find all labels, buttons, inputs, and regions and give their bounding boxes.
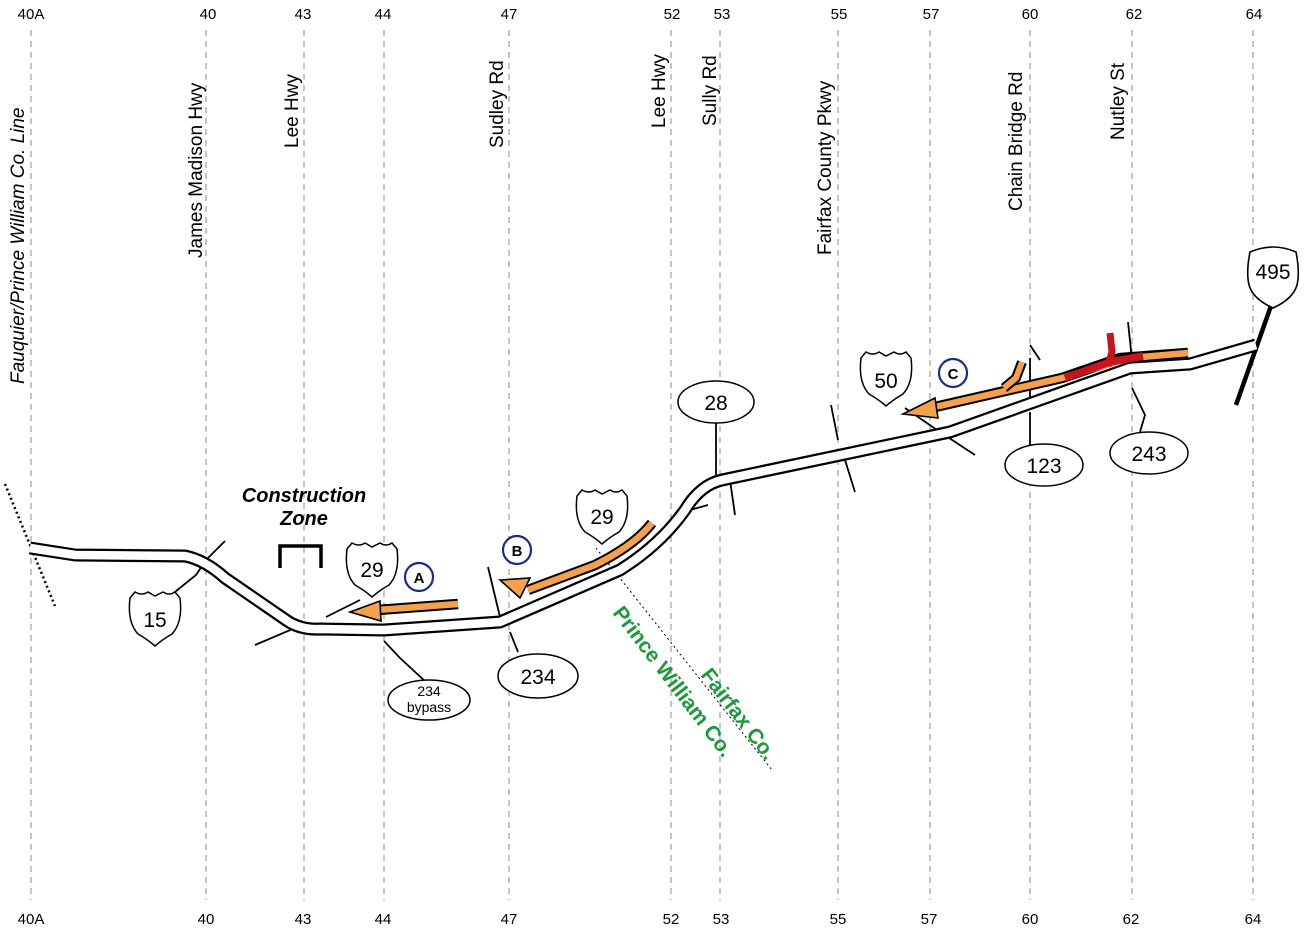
arrowhead-c <box>900 396 939 419</box>
congestion-c <box>900 332 1189 419</box>
road-label-nutley-st: Nutley St <box>1108 62 1129 140</box>
road-label-sudley-rd: Sudley Rd <box>487 60 508 148</box>
i495-road <box>1233 302 1275 406</box>
top-exit-labels: 40A 40 43 44 47 52 53 55 57 60 62 64 <box>18 6 1263 23</box>
us-shield-29-a: 29 <box>345 542 399 598</box>
construction-label-line2: Zone <box>279 508 328 530</box>
exit-bottom-47: 47 <box>501 911 518 928</box>
marker-b: B <box>501 534 533 566</box>
road-label-lee-hwy-52: Lee Hwy <box>649 54 670 128</box>
construction-label-line1: Construction <box>242 485 366 507</box>
road-label-james-madison-hwy: James Madison Hwy <box>186 82 207 258</box>
exit-bottom-60: 60 <box>1022 911 1039 928</box>
interstate-shield-495: 495 <box>1246 246 1300 309</box>
exit-bottom-53: 53 <box>713 911 730 928</box>
road-29-at-44 <box>325 599 361 618</box>
shield-495-label: 495 <box>1255 261 1290 284</box>
road-label-lee-hwy-43: Lee Hwy <box>282 74 303 148</box>
state-route-234: 234 <box>497 653 579 699</box>
state-route-28: 28 <box>677 380 755 424</box>
route-243-label: 243 <box>1131 443 1166 466</box>
marker-a: A <box>403 561 435 593</box>
road-243 <box>1131 387 1146 433</box>
exit-top-62: 62 <box>1126 6 1143 23</box>
county-line-label: Fauquier/Prince William Co. Line <box>8 108 29 385</box>
ramp-red-nutley <box>1104 332 1116 367</box>
road-28-south <box>729 479 736 516</box>
shield-29-b-label: 29 <box>590 506 613 529</box>
road-234 <box>509 631 519 653</box>
exit-top-53: 53 <box>714 6 731 23</box>
road-fcp-south <box>844 459 856 493</box>
congestion-a <box>347 598 459 623</box>
us-shield-50: 50 <box>859 351 913 407</box>
bottom-exit-labels: 40A 40 43 44 47 52 53 55 57 60 62 64 <box>18 911 1262 928</box>
road-sudley-ramp <box>487 566 501 618</box>
exit-top-40: 40 <box>200 6 217 23</box>
marker-c: C <box>937 357 969 389</box>
exit-bottom-64: 64 <box>1245 911 1262 928</box>
route-123-label: 123 <box>1026 455 1061 478</box>
road-fcp-north <box>830 404 839 441</box>
exit-bottom-43: 43 <box>295 911 312 928</box>
i66-road-fill <box>29 340 1258 635</box>
exit-top-40A: 40A <box>18 6 45 23</box>
exit-bottom-44: 44 <box>375 911 392 928</box>
exit-guide-lines <box>30 30 1254 900</box>
route-234-label: 234 <box>520 666 555 689</box>
construction-zone: Construction Zone <box>242 485 366 568</box>
road-label-sully-rd: Sully Rd <box>700 55 721 126</box>
state-route-234-bypass: 234 bypass <box>387 679 471 721</box>
arrowhead-a <box>347 599 382 623</box>
marker-c-label: C <box>948 366 959 383</box>
congestion-b <box>498 519 657 600</box>
shield-15-label: 15 <box>143 609 166 632</box>
county-line-fairfax-pw <box>595 547 773 771</box>
county-line-fauquier <box>3 483 57 607</box>
exit-bottom-40: 40 <box>198 911 215 928</box>
us-shield-29-b: 29 <box>575 489 629 545</box>
exit-top-57: 57 <box>923 6 940 23</box>
exit-top-64: 64 <box>1246 6 1263 23</box>
exit-bottom-57: 57 <box>921 911 938 928</box>
route-234-bypass-num: 234 <box>417 683 441 699</box>
exit-bottom-62: 62 <box>1123 911 1140 928</box>
road-ramp-40 <box>205 540 226 561</box>
exit-bottom-40A: 40A <box>18 911 45 928</box>
exit-top-44: 44 <box>375 6 392 23</box>
exit-bottom-52: 52 <box>663 911 680 928</box>
road-label-chain-bridge-rd: Chain Bridge Rd <box>1006 72 1027 211</box>
road-name-labels: Fauquier/Prince William Co. Line James M… <box>8 54 1129 384</box>
exit-top-52: 52 <box>664 6 681 23</box>
route-28-label: 28 <box>704 392 727 415</box>
exit-top-60: 60 <box>1022 6 1039 23</box>
arrowhead-b <box>498 577 532 600</box>
shield-29-a-label: 29 <box>360 559 383 582</box>
road-chain-bridge-north <box>1029 344 1041 361</box>
road-234-bypass <box>383 640 428 684</box>
exit-bottom-55: 55 <box>830 911 847 928</box>
state-route-123: 123 <box>1004 443 1084 487</box>
route-234-bypass-word: bypass <box>407 699 451 715</box>
exit-top-55: 55 <box>831 6 848 23</box>
exit-top-47: 47 <box>501 6 518 23</box>
exit-top-43: 43 <box>295 6 312 23</box>
marker-b-label: B <box>512 543 523 560</box>
road-lee-hwy-43-left <box>254 627 296 646</box>
construction-bracket <box>278 544 323 568</box>
road-label-fairfax-county-pkwy: Fairfax County Pkwy <box>815 80 836 255</box>
us-shield-15: 15 <box>128 591 182 647</box>
marker-a-label: A <box>414 570 425 587</box>
shield-50-label: 50 <box>874 370 897 393</box>
state-route-243: 243 <box>1109 431 1189 475</box>
